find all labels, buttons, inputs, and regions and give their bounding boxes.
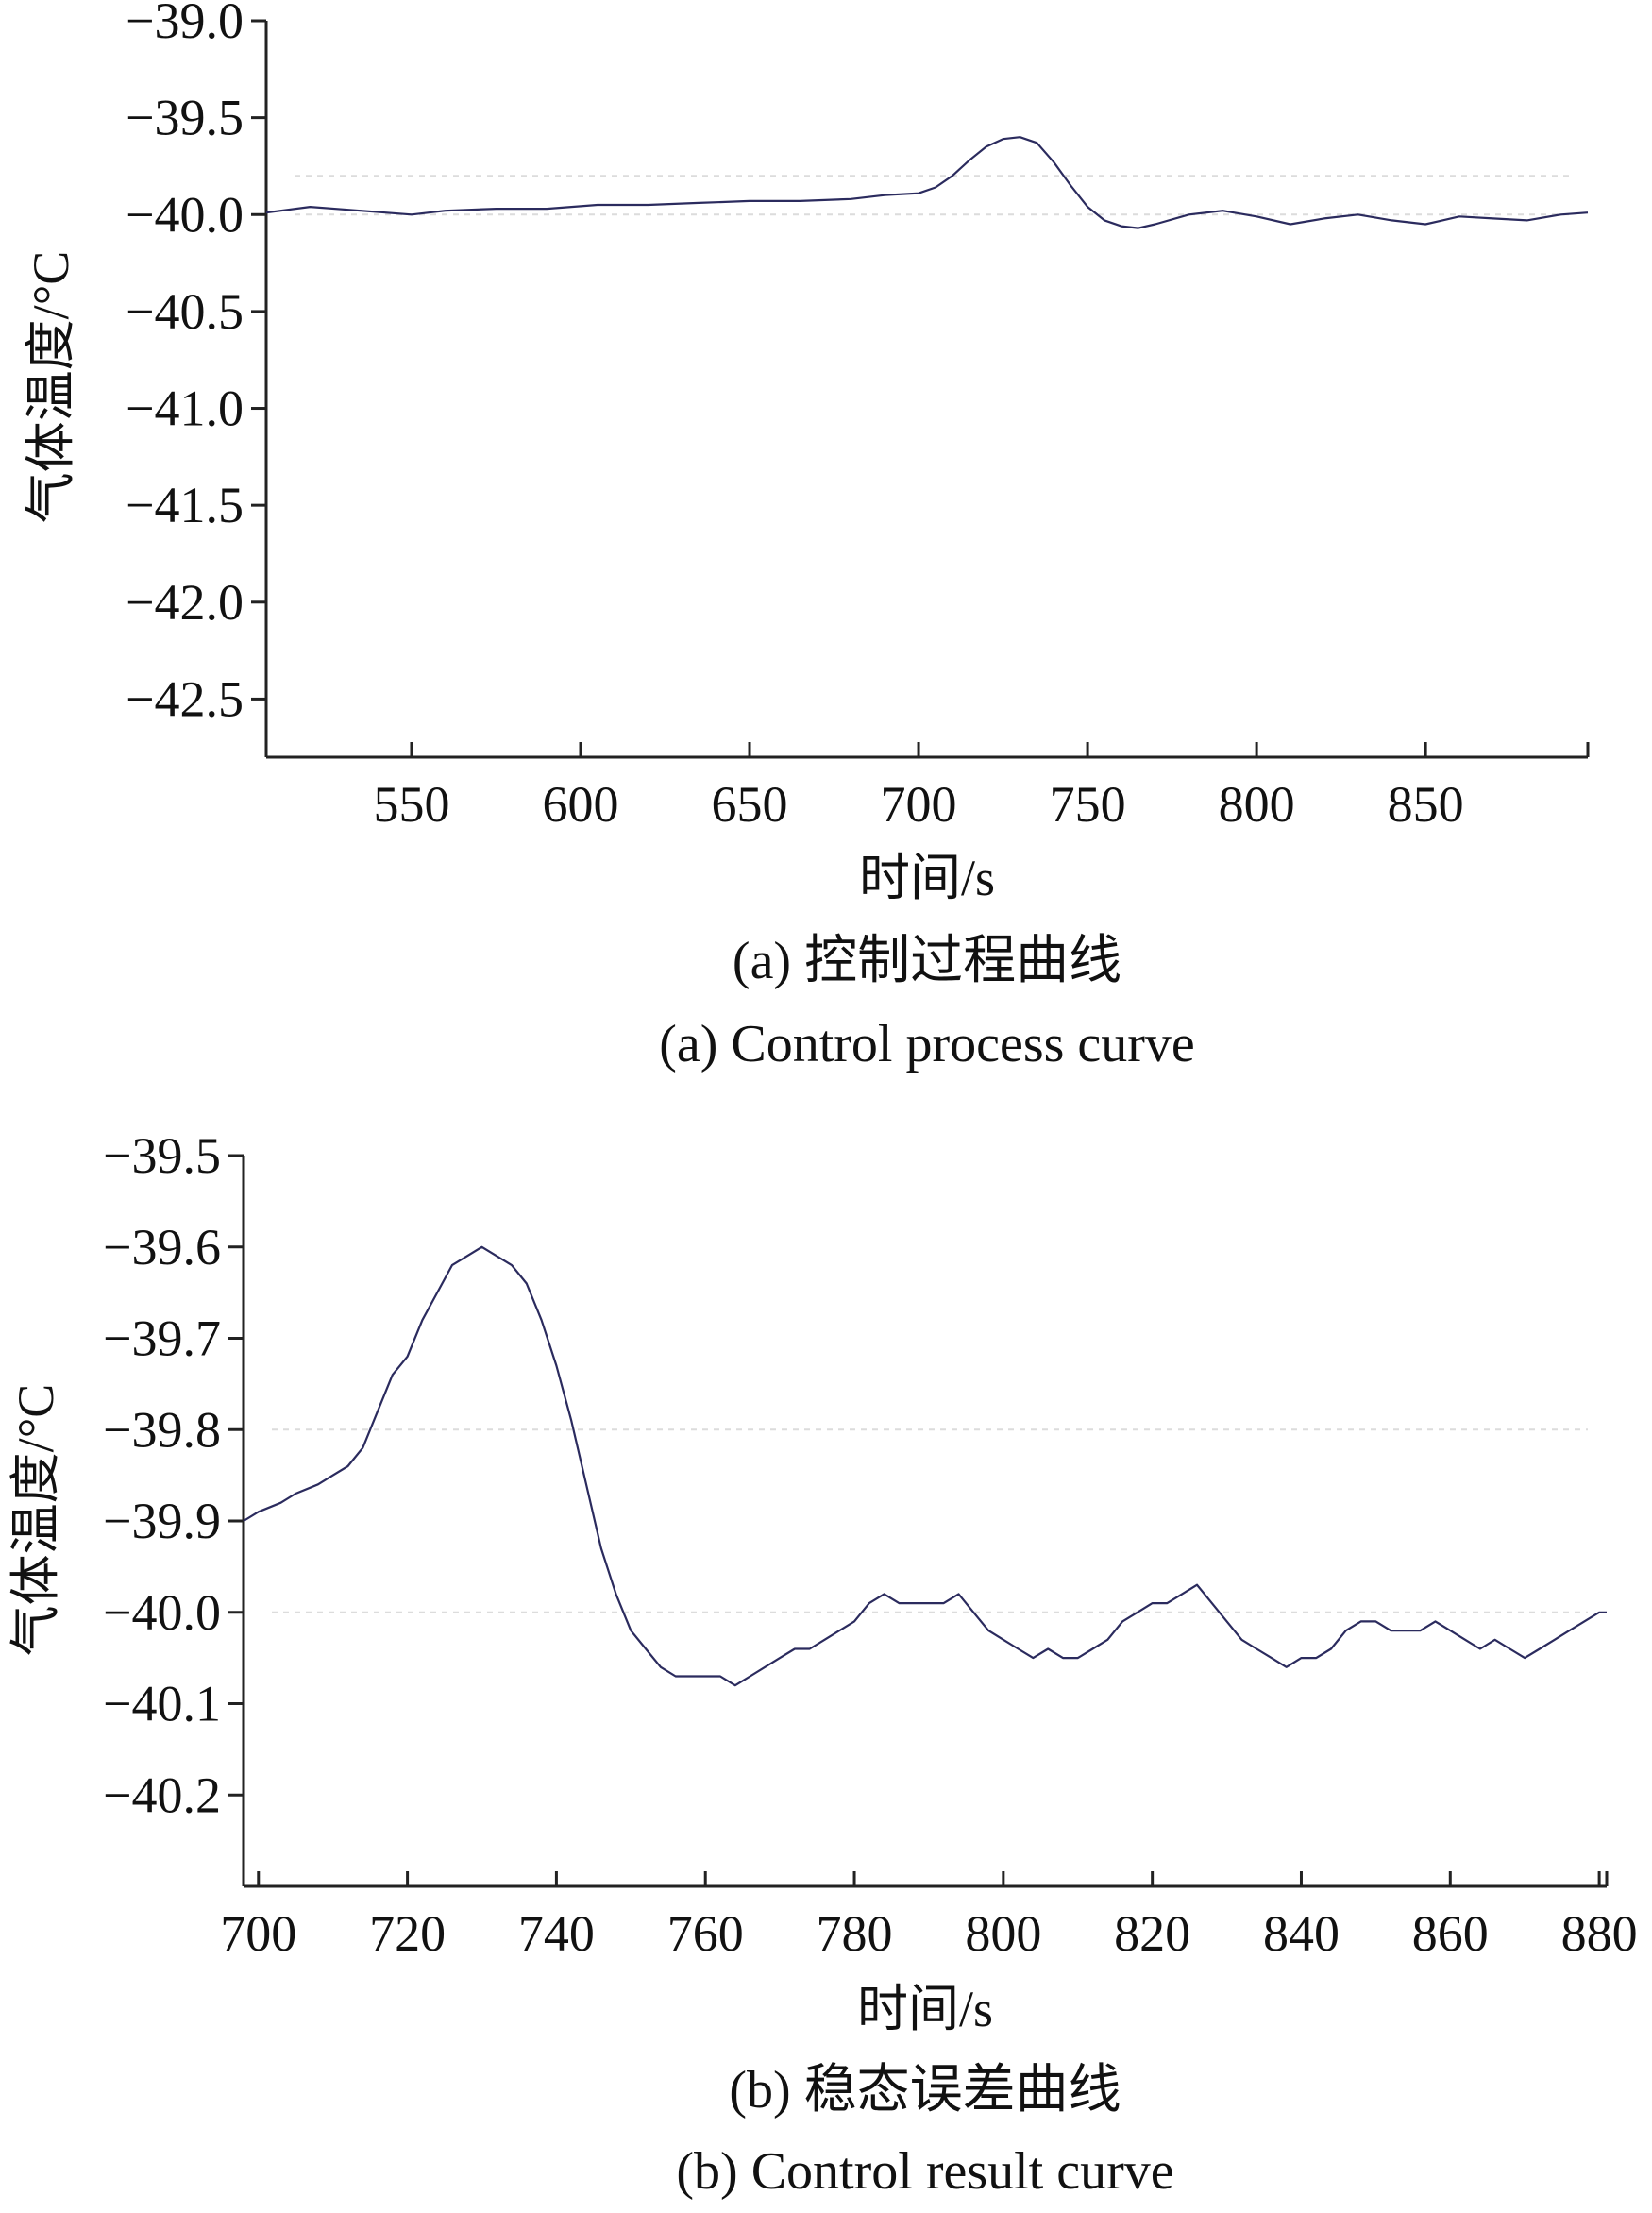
- y-ticks-b: −39.5 −39.6 −39.7 −39.8 −39.9 −40.0 −40.1 −40.2: [103, 1127, 244, 1823]
- x-tick-label: 740: [518, 1905, 595, 1962]
- x-tick-label: 840: [1263, 1905, 1340, 1962]
- y-tick-label: −40.5: [126, 283, 244, 340]
- series-line-b: [243, 1245, 1607, 1687]
- caption-en-a: (a) Control process curve: [659, 1015, 1195, 1073]
- y-tick-label: −40.0: [103, 1584, 221, 1641]
- y-tick-label: −42.0: [126, 574, 244, 631]
- x-ticks-a: 550 600 650 700 750 800 850: [373, 742, 1590, 833]
- y-tick-label: −39.5: [103, 1127, 221, 1184]
- x-tick-label: 800: [965, 1905, 1041, 1962]
- y-tick-label: −42.5: [126, 670, 244, 727]
- x-tick-label: 880: [1561, 1905, 1638, 1962]
- x-tick-label: 760: [667, 1905, 744, 1962]
- y-tick-label: −39.6: [103, 1219, 221, 1275]
- x-axis-title-b: 时间/s: [857, 1981, 993, 2037]
- x-axis-title-a: 时间/s: [859, 850, 995, 906]
- chart-panel-b: −39.5 −39.6 −39.7 −39.8 −39.9 −40.0 −40.1 −40.2…: [8, 1127, 1638, 2201]
- x-tick-label: 820: [1114, 1905, 1190, 1962]
- y-tick-label: −39.5: [126, 90, 244, 146]
- x-tick-label: 780: [817, 1905, 893, 1962]
- y-tick-label: −40.0: [126, 186, 244, 243]
- gridlines-a: [295, 175, 1569, 216]
- x-tick-label: 720: [369, 1905, 446, 1962]
- chart-panel-a: −39.0 −39.5 −40.0 −40.5 −41.0 −41.5 −42.0 −42.5…: [23, 0, 1590, 1073]
- x-ticks-b: 700 720 740 760 780 800 820 840 860 880: [220, 1871, 1638, 1962]
- y-axis-title-b: 气体温度/°C: [8, 1384, 64, 1657]
- caption-en-b: (b) Control result curve: [676, 2142, 1173, 2201]
- y-tick-label: −39.9: [103, 1493, 221, 1549]
- y-tick-label: −39.8: [103, 1401, 221, 1458]
- series-line-a: [265, 136, 1589, 229]
- x-tick-label: 860: [1412, 1905, 1489, 1962]
- y-tick-label: −40.2: [103, 1766, 221, 1823]
- caption-cn-a: (a) 控制过程曲线: [733, 932, 1121, 990]
- x-tick-label: 600: [542, 776, 618, 833]
- x-tick-label: 700: [220, 1905, 296, 1962]
- y-tick-label: −40.1: [103, 1676, 221, 1732]
- x-tick-label: 700: [881, 776, 957, 833]
- x-tick-label: 650: [712, 776, 788, 833]
- y-tick-label: −39.7: [103, 1310, 221, 1367]
- x-tick-label: 850: [1388, 776, 1464, 833]
- x-tick-label: 550: [373, 776, 449, 833]
- y-axis-title-a: 气体温度/°C: [23, 251, 79, 524]
- caption-cn-b: (b) 稳态误差曲线: [729, 2061, 1121, 2120]
- y-tick-label: −41.0: [126, 380, 244, 437]
- y-tick-label: −41.5: [126, 477, 244, 533]
- y-tick-label: −39.0: [126, 0, 244, 49]
- x-tick-label: 800: [1219, 776, 1295, 833]
- x-tick-label: 750: [1050, 776, 1126, 833]
- gridlines-b: [272, 1428, 1588, 1613]
- y-ticks-a: −39.0 −39.5 −40.0 −40.5 −41.0 −41.5 −42.0 −42.5: [126, 0, 266, 727]
